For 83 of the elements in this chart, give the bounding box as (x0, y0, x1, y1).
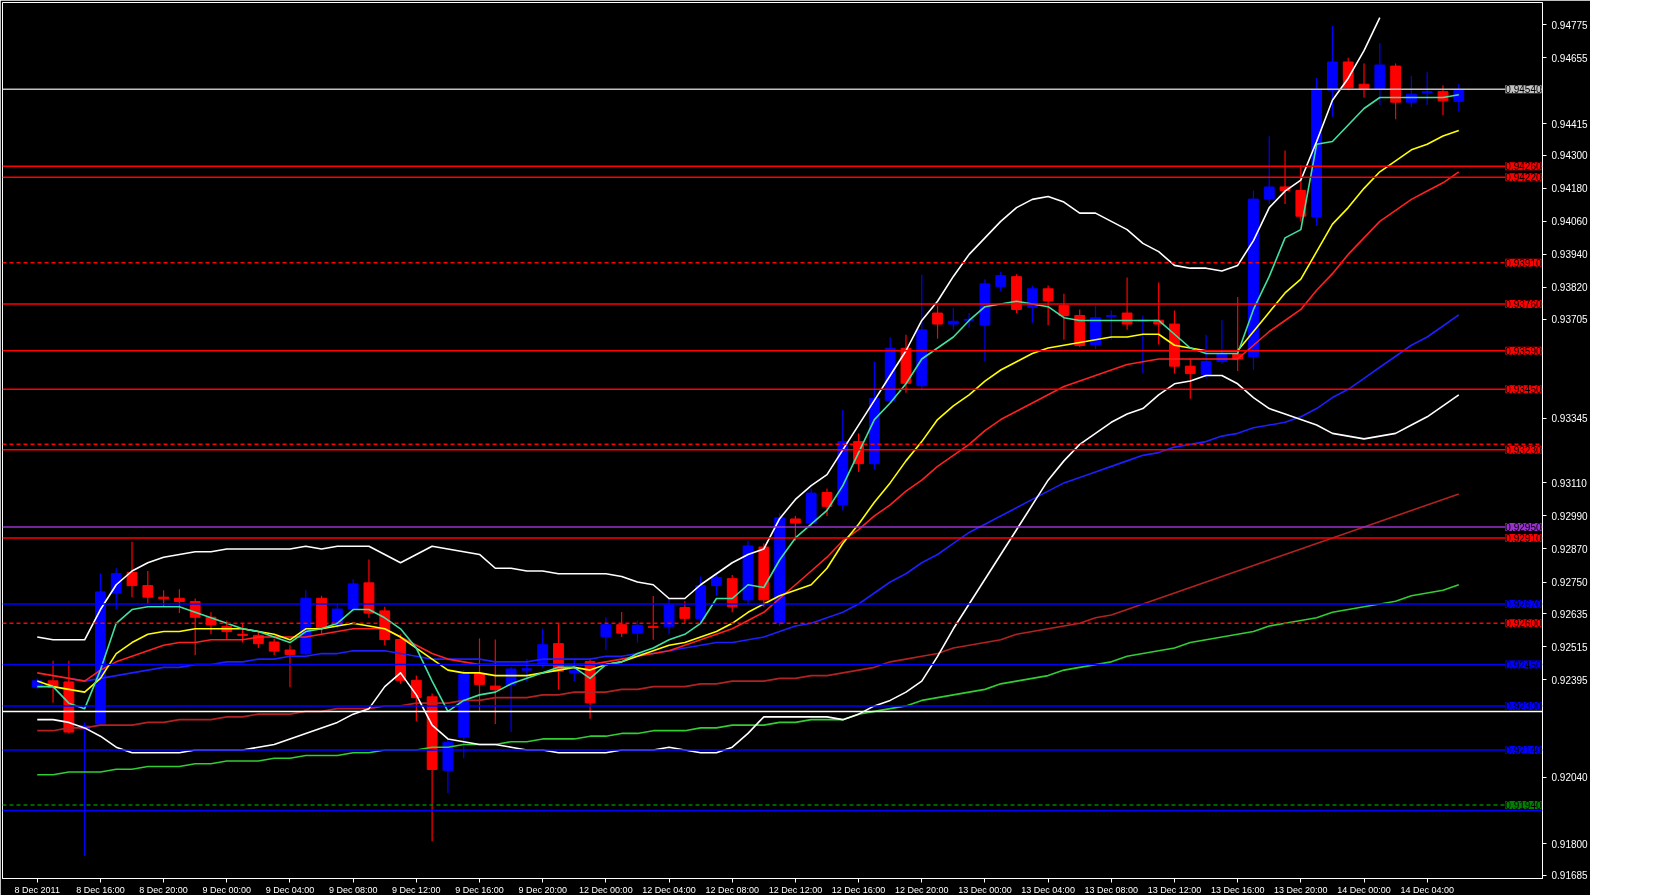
candlestick (489, 638, 501, 725)
ref-line-label: 0.92670 (1505, 599, 1542, 611)
y-tick-label: 0.91800 (1551, 838, 1589, 850)
ref-line-label: 0.93230 (1505, 444, 1542, 456)
y-tick-label: 0.94415 (1551, 118, 1589, 130)
candlestick (174, 588, 185, 614)
x-tick-label: 12 Dec 12:00 (768, 884, 823, 895)
candlestick (1263, 135, 1275, 205)
x-tick-label: 9 Dec 20:00 (518, 884, 567, 895)
candlestick (1406, 75, 1417, 108)
candlestick (632, 619, 643, 644)
y-tick-label: 0.92040 (1551, 772, 1589, 784)
x-tick-label: 9 Dec 12:00 (392, 884, 441, 895)
y-tick-label: 0.92515 (1551, 641, 1589, 653)
x-tick-label: 13 Dec 00:00 (958, 884, 1012, 895)
y-tick-label: 0.93820 (1551, 282, 1589, 294)
x-tick-label: 12 Dec 20:00 (894, 884, 949, 895)
x-tick-label: 12 Dec 00:00 (579, 884, 633, 895)
candlestick (600, 616, 612, 651)
ref-line-label: 0.93760 (1505, 298, 1542, 310)
ref-line-label: 0.93590 (1505, 345, 1542, 357)
ref-line-label: 0.92450 (1505, 659, 1542, 671)
candlestick (1105, 309, 1117, 341)
x-tick-label: 12 Dec 04:00 (642, 884, 696, 895)
y-tick-label: 0.94655 (1551, 52, 1589, 64)
y-tick-label: 0.94775 (1551, 19, 1589, 31)
x-tick-label: 9 Dec 08:00 (328, 884, 378, 895)
y-tick-label: 0.94060 (1551, 216, 1589, 228)
ref-line-label: 0.94220 (1505, 172, 1542, 184)
y-tick-label: 0.92635 (1551, 608, 1589, 620)
x-tick-label: 12 Dec 16:00 (831, 884, 886, 895)
y-tick-label: 0.92870 (1551, 543, 1589, 555)
candlestick (1421, 71, 1433, 106)
y-tick-label: 0.91685 (1551, 870, 1589, 882)
candlestick (821, 487, 833, 517)
ref-line-label: 0.92300 (1505, 700, 1542, 712)
x-tick-label: 14 Dec 04:00 (1400, 884, 1454, 895)
candlestick (410, 675, 422, 722)
y-tick-label: 0.93940 (1551, 249, 1589, 261)
x-tick-label: 9 Dec 04:00 (265, 884, 315, 895)
candlestick (284, 644, 296, 688)
candlestick (126, 541, 138, 598)
y-tick-label: 0.92750 (1551, 577, 1589, 588)
candlestick (1453, 83, 1465, 112)
line-series (36, 16, 1381, 641)
x-tick-label: 8 Dec 16:00 (76, 884, 125, 895)
y-tick-label: 0.94300 (1551, 150, 1589, 162)
candlestick (142, 570, 154, 605)
ref-line-label: 0.94260 (1505, 161, 1542, 173)
x-tick-label: 12 Dec 08:00 (705, 884, 759, 895)
candlestick (1200, 334, 1212, 380)
x-tick-label: 13 Dec 12:00 (1147, 884, 1202, 895)
y-tick-label: 0.94180 (1551, 183, 1589, 195)
line-series (36, 583, 1460, 776)
x-tick-label: 8 Dec 2011 (14, 884, 60, 895)
y-tick-label: 0.93110 (1551, 477, 1588, 489)
x-tick-label: 14 Dec 00:00 (1337, 884, 1391, 895)
ref-line-label: 0.92910 (1505, 532, 1542, 544)
candlestick (947, 307, 959, 331)
candlestick (995, 271, 1007, 292)
y-tick-label: 0.92990 (1551, 510, 1589, 522)
candlestick (1437, 84, 1449, 116)
x-tick-label: 13 Dec 08:00 (1084, 884, 1139, 895)
x-tick-label: 9 Dec 00:00 (202, 884, 252, 895)
x-tick-label: 13 Dec 04:00 (1021, 884, 1075, 895)
ref-line-label: 0.92140 (1505, 744, 1542, 756)
candlestick (474, 637, 485, 712)
ref-line-label: 0.92950 (1505, 521, 1542, 533)
ref-line-label: 0.92600 (1505, 618, 1542, 630)
x-tick-label: 13 Dec 20:00 (1274, 884, 1328, 895)
x-tick-label: 9 Dec 16:00 (455, 884, 504, 895)
ref-line-label: 0.93450 (1505, 384, 1542, 396)
candlestick (711, 573, 722, 597)
y-tick-label: 0.92395 (1551, 674, 1589, 686)
x-tick-label: 13 Dec 16:00 (1210, 884, 1265, 895)
candlestick (1026, 284, 1038, 324)
ref-line-label: 0.93910 (1505, 257, 1542, 269)
x-tick-label: 8 Dec 20:00 (139, 884, 188, 895)
y-tick-label: 0.93705 (1551, 314, 1589, 326)
ref-line-label: 0.91940 (1505, 800, 1542, 811)
y-tick-label: 0.93345 (1551, 413, 1589, 425)
line-series (36, 493, 1460, 732)
ref-line-label: 0.94540 (1505, 84, 1542, 96)
